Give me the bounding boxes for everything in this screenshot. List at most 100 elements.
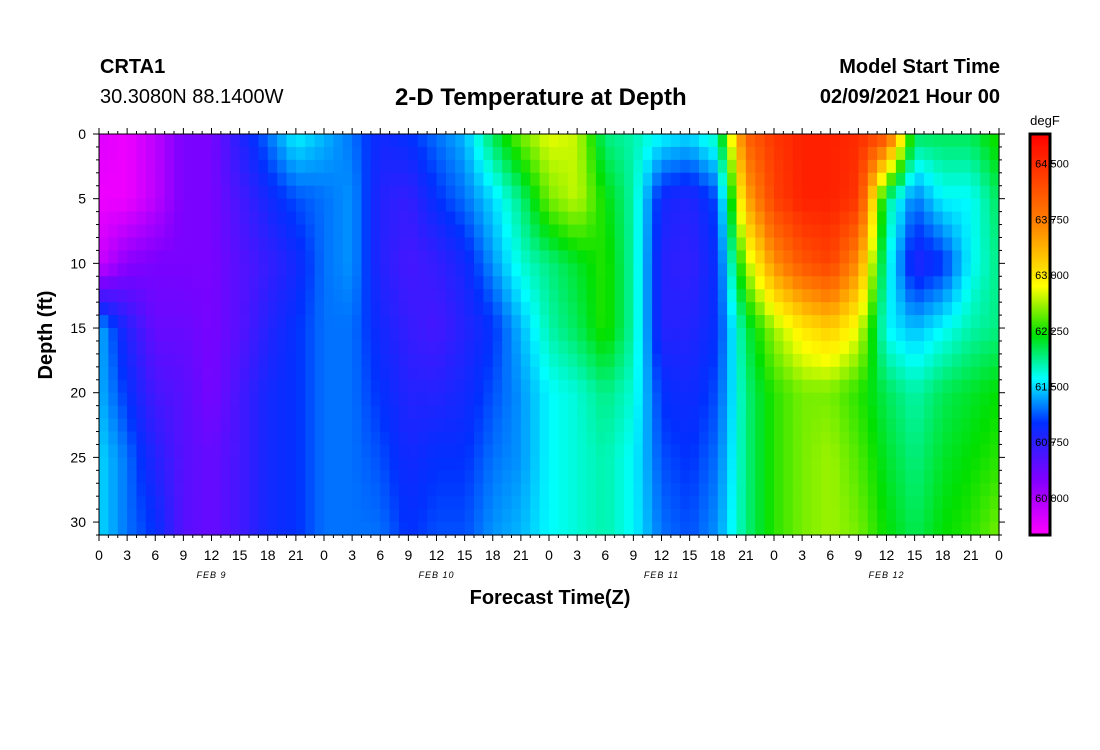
heatmap-cell xyxy=(520,431,531,446)
heatmap-cell xyxy=(736,276,747,290)
heatmap-cell xyxy=(605,237,616,252)
heatmap-cell xyxy=(755,224,766,239)
heatmap-cell xyxy=(558,444,569,458)
heatmap-cell xyxy=(792,509,803,523)
heatmap-cell xyxy=(286,392,297,407)
heatmap-cell xyxy=(764,302,775,316)
heatmap-cell xyxy=(605,496,616,510)
heatmap-cell xyxy=(155,159,166,174)
heatmap-cell xyxy=(942,146,953,161)
heatmap-cell xyxy=(380,328,391,342)
heatmap-cell xyxy=(680,250,691,264)
heatmap-cell xyxy=(811,185,822,200)
heatmap-cell xyxy=(699,289,709,303)
heatmap-cell xyxy=(99,211,109,226)
heatmap-cell xyxy=(764,522,775,536)
heatmap-cell xyxy=(267,146,278,161)
heatmap-cell xyxy=(108,405,119,420)
heatmap-cell xyxy=(249,509,259,523)
heatmap-cell xyxy=(502,418,513,433)
heatmap-cell xyxy=(708,431,719,446)
heatmap-cell xyxy=(249,366,259,381)
heatmap-cell xyxy=(577,276,588,290)
heatmap-cell xyxy=(502,509,513,523)
heatmap-cell xyxy=(324,353,334,368)
heatmap-cell xyxy=(802,263,813,277)
heatmap-cell xyxy=(492,418,503,433)
heatmap-cell xyxy=(933,509,944,523)
heatmap-cell xyxy=(202,340,213,355)
heatmap-cell xyxy=(99,185,109,200)
heatmap-cell xyxy=(445,340,456,355)
heatmap-cell xyxy=(755,302,766,316)
heatmap-cell xyxy=(539,198,550,213)
heatmap-cell xyxy=(164,366,175,381)
heatmap-cell xyxy=(764,185,775,200)
heatmap-cell xyxy=(961,328,972,342)
heatmap-cell xyxy=(820,146,831,161)
heatmap-cell xyxy=(445,289,456,303)
heatmap-cell xyxy=(164,431,175,446)
heatmap-cell xyxy=(549,146,559,161)
heatmap-cell xyxy=(980,522,991,536)
heatmap-cell xyxy=(492,237,503,252)
heatmap-cell xyxy=(867,134,878,148)
heatmap-cell xyxy=(202,444,213,458)
heatmap-cell xyxy=(483,172,494,187)
heatmap-cell xyxy=(502,250,513,264)
heatmap-cell xyxy=(174,431,184,446)
heatmap-cell xyxy=(239,470,250,484)
heatmap-cell xyxy=(380,522,391,536)
heatmap-cell xyxy=(305,340,316,355)
heatmap-cell xyxy=(558,353,569,368)
heatmap-cell xyxy=(474,457,484,471)
heatmap-cell xyxy=(849,263,859,277)
heatmap-cell xyxy=(689,340,700,355)
heatmap-cell xyxy=(680,405,691,420)
heatmap-cell xyxy=(858,134,869,148)
heatmap-cell xyxy=(633,237,644,252)
heatmap-cell xyxy=(914,172,925,187)
heatmap-cell xyxy=(305,237,316,252)
heatmap-cell xyxy=(417,470,428,484)
heatmap-cell xyxy=(914,146,925,161)
heatmap-cell xyxy=(811,289,822,303)
heatmap-cell xyxy=(464,470,475,484)
heatmap-cell xyxy=(220,134,231,148)
heatmap-cell xyxy=(849,457,859,471)
heatmap-cell xyxy=(445,211,456,226)
heatmap-cell xyxy=(286,379,297,394)
heatmap-cell xyxy=(380,159,391,174)
heatmap-cell xyxy=(520,185,531,200)
heatmap-cell xyxy=(295,353,306,368)
heatmap-cell xyxy=(474,418,484,433)
heatmap-cell xyxy=(436,211,447,226)
heatmap-cell xyxy=(370,418,381,433)
heatmap-cell xyxy=(164,146,175,161)
heatmap-cell xyxy=(511,366,522,381)
heatmap-cell xyxy=(989,444,1000,458)
heatmap-cell xyxy=(558,496,569,510)
heatmap-cell xyxy=(305,315,316,329)
heatmap-cell xyxy=(136,172,147,187)
heatmap-cell xyxy=(577,146,588,161)
x-tick-label: 9 xyxy=(179,547,187,563)
heatmap-cell xyxy=(202,211,213,226)
heatmap-cell xyxy=(295,263,306,277)
heatmap-cell xyxy=(277,328,288,342)
heatmap-cell xyxy=(642,522,653,536)
heatmap-cell xyxy=(811,315,822,329)
heatmap-cell xyxy=(99,366,109,381)
heatmap-cell xyxy=(192,392,203,407)
x-tick-label: 12 xyxy=(654,547,670,563)
heatmap-cell xyxy=(867,392,878,407)
heatmap-cell xyxy=(352,276,363,290)
heatmap-cell xyxy=(595,496,606,510)
heatmap-cell xyxy=(427,483,438,497)
heatmap-cell xyxy=(239,159,250,174)
heatmap-cell xyxy=(774,159,784,174)
colorbar: degF 60.00060.75061.50062.25063.00063.75… xyxy=(1028,113,1069,537)
heatmap-cell xyxy=(736,198,747,213)
heatmap-cell xyxy=(333,379,344,394)
heatmap-cell xyxy=(774,483,784,497)
